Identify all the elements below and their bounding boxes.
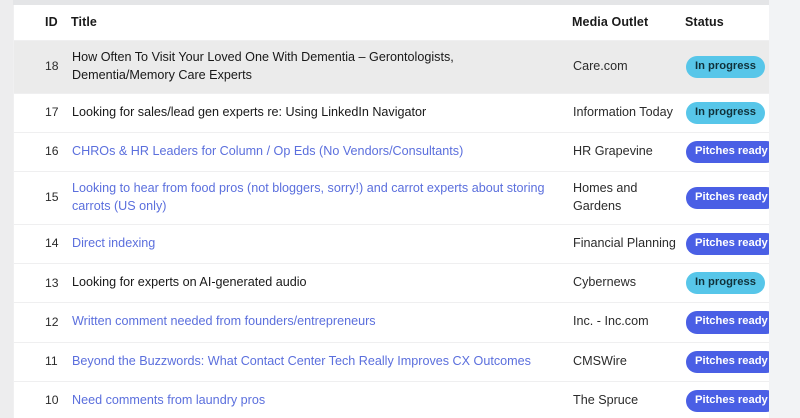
status-badge[interactable]: In progress	[686, 55, 765, 78]
row-id: 18	[45, 59, 59, 74]
table-row[interactable]: 14 Direct indexing Financial Planning Pitch…	[14, 224, 769, 263]
column-header-spacer	[40, 5, 71, 41]
row-media-outlet: Financial Planning	[573, 236, 676, 251]
row-status-cell: Pitches ready	[685, 224, 769, 263]
row-title-link[interactable]: Need comments from laundry pros	[72, 392, 266, 407]
row-media-outlet: Care.com	[573, 58, 628, 73]
row-title-text: Looking for sales/lead gen experts re: U…	[72, 104, 427, 119]
table-row[interactable]: 17 Looking for sales/lead gen experts re:…	[14, 93, 769, 132]
row-id: 16	[45, 144, 59, 159]
top-band	[0, 0, 800, 5]
column-header-media-outlet[interactable]: Media Outlet	[572, 5, 685, 41]
queries-table-card: ID Title Media Outlet Status 18 How Often…	[13, 5, 769, 418]
row-title-link[interactable]: Direct indexing	[72, 236, 156, 251]
row-title-text: Looking for experts on AI-generated audi…	[72, 275, 307, 290]
status-badge[interactable]: In progress	[686, 272, 765, 295]
row-id: 10	[45, 393, 59, 408]
row-title-text: How Often To Visit Your Loved One With D…	[72, 50, 454, 82]
queries-table: ID Title Media Outlet Status 18 How Often…	[14, 5, 769, 418]
row-status-cell: Pitches ready	[685, 172, 769, 225]
row-title-cell: CHROs & HR Leaders for Column / Op Eds (…	[71, 132, 572, 171]
row-status-cell: Pitches ready	[685, 381, 769, 418]
row-media-outlet: Homes and Gardens	[573, 181, 638, 214]
row-title-cell: How Often To Visit Your Loved One With D…	[71, 41, 572, 94]
table-row[interactable]: 13 Looking for experts on AI-generated au…	[14, 263, 769, 303]
row-media-outlet: Information Today	[573, 104, 673, 119]
row-status-cell: In progress	[685, 93, 769, 132]
row-title-link[interactable]: Beyond the Buzzwords: What Contact Cente…	[72, 353, 531, 368]
row-id: 14	[45, 236, 59, 251]
row-title-link[interactable]: CHROs & HR Leaders for Column / Op Eds (…	[72, 144, 464, 159]
row-status-cell: Pitches ready	[685, 132, 769, 171]
row-title-cell: Beyond the Buzzwords: What Contact Cente…	[71, 342, 572, 381]
row-status-cell: Pitches ready	[685, 303, 769, 342]
row-media-outlet: CMSWire	[573, 353, 627, 368]
row-title-cell: Looking for sales/lead gen experts re: U…	[71, 93, 572, 132]
row-title-cell: Direct indexing	[71, 224, 572, 263]
status-badge[interactable]: Pitches ready	[686, 350, 769, 373]
status-badge[interactable]: Pitches ready	[686, 140, 769, 164]
column-header-title[interactable]: Title	[71, 5, 572, 41]
row-id: 12	[45, 314, 59, 329]
table-row[interactable]: 10 Need comments from laundry pros The Spr…	[14, 381, 769, 418]
status-badge[interactable]: Pitches ready	[686, 389, 769, 412]
row-id: 17	[45, 105, 59, 120]
status-badge[interactable]: Pitches ready	[686, 232, 769, 256]
row-title-cell: Looking for experts on AI-generated audi…	[71, 264, 572, 303]
row-title-cell: Written comment needed from founders/ent…	[71, 303, 572, 342]
table-row[interactable]: 18 How Often To Visit Your Loved One With…	[14, 40, 769, 94]
status-badge[interactable]: In progress	[686, 101, 765, 124]
row-media-outlet: Cybernews	[573, 275, 636, 290]
row-media-outlet: The Spruce	[573, 392, 639, 407]
column-header-id[interactable]: ID	[14, 5, 58, 41]
row-media-outlet: HR Grapevine	[573, 144, 653, 159]
table-row[interactable]: 15 Looking to hear from food pros (not bl…	[14, 171, 769, 225]
table-body: 18 How Often To Visit Your Loved One With…	[14, 40, 769, 418]
row-id: 13	[45, 275, 59, 290]
table-row[interactable]: 12 Written comment needed from founders/e…	[14, 302, 769, 342]
table-row[interactable]: 16 CHROs & HR Leaders for Column / Op Eds…	[14, 132, 769, 171]
column-header-status[interactable]: Status	[685, 5, 769, 41]
table-row[interactable]: 11 Beyond the Buzzwords: What Contact Cen…	[14, 342, 769, 381]
left-gutter	[0, 0, 13, 418]
row-title-link[interactable]: Looking to hear from food pros (not blog…	[72, 181, 545, 214]
status-badge[interactable]: Pitches ready	[686, 311, 769, 334]
right-gutter	[769, 0, 800, 418]
row-title-cell: Need comments from laundry pros	[71, 381, 572, 418]
row-media-outlet: Inc. - Inc.com	[573, 314, 649, 329]
row-status-cell: Pitches ready	[685, 342, 769, 381]
row-id: 15	[45, 190, 59, 205]
row-status-cell: In progress	[685, 264, 769, 303]
row-status-cell: In progress	[685, 41, 769, 94]
row-title-cell: Looking to hear from food pros (not blog…	[71, 172, 572, 225]
row-id: 11	[45, 353, 58, 368]
status-badge[interactable]: Pitches ready	[686, 186, 769, 210]
table-header-row: ID Title Media Outlet Status	[14, 5, 769, 41]
row-title-link[interactable]: Written comment needed from founders/ent…	[72, 314, 376, 329]
table-header: ID Title Media Outlet Status	[14, 5, 769, 41]
